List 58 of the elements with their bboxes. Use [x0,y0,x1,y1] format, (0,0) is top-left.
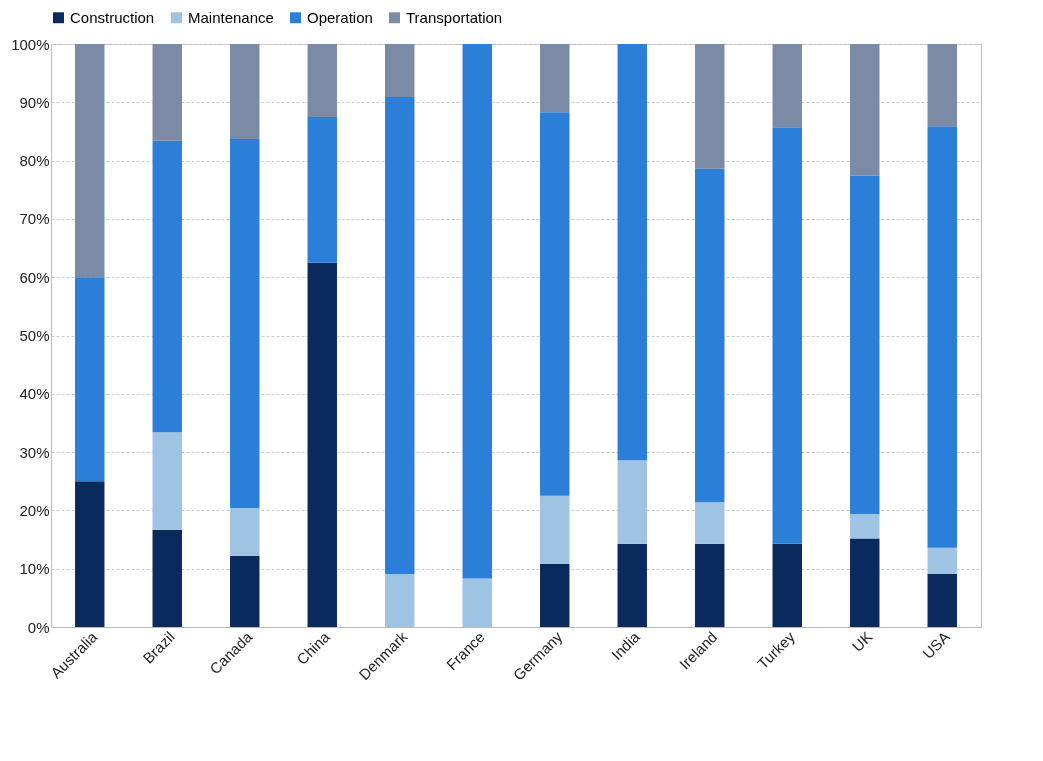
bar [617,44,647,461]
bar [230,555,260,627]
y-tick-label: 70% [19,210,50,228]
bar [772,543,802,627]
y-tick-label: 30% [19,443,50,461]
bar [385,97,415,574]
legend-label: Transportation [406,8,503,26]
y-tick-label: 80% [19,152,50,170]
bar [927,126,957,548]
y-tick-label: 90% [19,93,50,111]
y-tick-label: 20% [19,501,50,519]
bar [772,127,802,544]
bar [385,44,415,98]
bar [230,139,260,509]
bar [462,44,492,579]
bar [75,481,105,627]
bar [540,112,570,496]
bar [695,543,725,627]
bar [772,44,802,128]
bar [307,262,337,627]
bar [540,564,570,627]
bar [75,44,105,278]
y-tick-label: 60% [19,268,50,286]
y-tick-label: 50% [19,327,50,344]
bar [695,502,725,544]
legend-label: Construction [70,8,155,26]
bar [850,538,880,627]
bar [927,44,957,127]
bar [152,140,182,433]
legend-label: Maintenance [188,8,274,26]
bar [695,44,725,169]
bar [927,547,957,574]
bar [695,168,725,503]
bar [540,495,570,565]
bar [152,529,182,627]
bar [850,44,880,176]
bar [927,573,957,627]
bar [462,578,492,627]
bar [152,432,182,530]
bar [385,573,415,627]
bar [230,44,260,140]
bar [152,44,182,141]
y-tick-label: 0% [27,618,50,636]
x-tick-label: USA [919,628,953,662]
x-tick-label: UK [848,628,876,655]
y-tick-label: 100% [11,35,50,53]
bar [230,508,260,556]
y-tick-label: 10% [19,560,50,578]
bar [617,460,647,544]
bar [540,44,570,113]
bar [307,116,337,263]
legend-label: Operation [307,8,373,26]
bar [850,513,880,539]
bar [850,175,880,514]
y-tick-label: 40% [19,385,50,403]
bar [307,44,337,117]
bar [75,277,105,482]
bar [617,543,647,627]
